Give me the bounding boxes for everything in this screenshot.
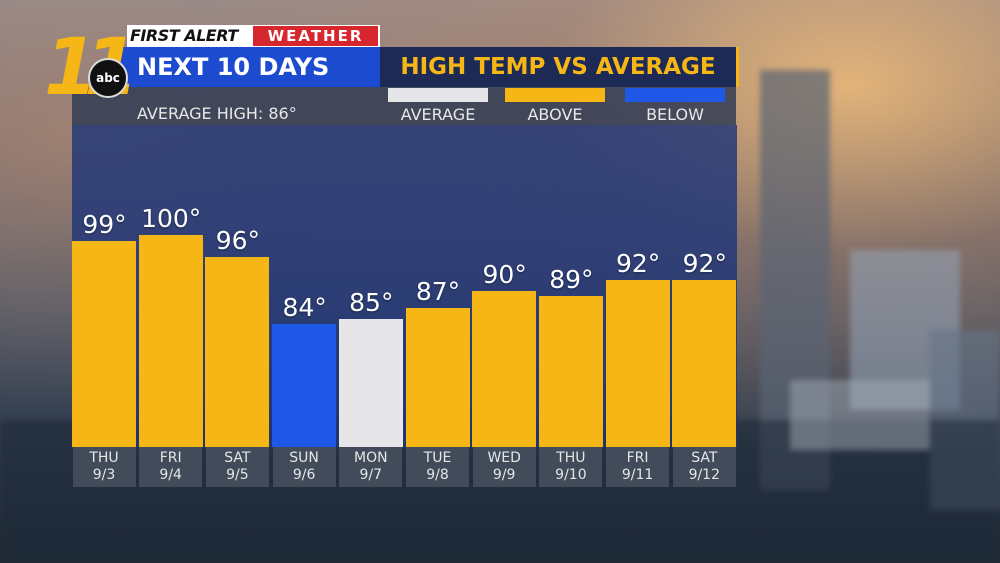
x-tick-date: 9/9 bbox=[492, 467, 516, 483]
legend-swatch-average bbox=[388, 88, 488, 102]
bar-value-label: 92° bbox=[682, 248, 727, 278]
background-building bbox=[790, 380, 930, 450]
bar-value-label: 100° bbox=[141, 204, 202, 233]
x-tick-label: WED 9/9 bbox=[472, 447, 536, 487]
x-tick-day: MON bbox=[354, 450, 388, 466]
x-tick-date: 9/12 bbox=[688, 467, 721, 483]
x-tick-day: THU bbox=[89, 450, 119, 466]
first-alert-logo: FIRST ALERT bbox=[130, 26, 238, 45]
x-tick-date: 9/3 bbox=[92, 467, 116, 483]
legend-swatch-above bbox=[505, 88, 605, 102]
weather-logo: WEATHER bbox=[253, 26, 378, 46]
legend-label-below: BELOW bbox=[646, 105, 704, 124]
x-tick-date: 9/6 bbox=[292, 467, 316, 483]
x-tick-day: SAT bbox=[224, 450, 251, 466]
x-tick-label: SAT 9/5 bbox=[205, 447, 269, 487]
bar-value-label: 89° bbox=[549, 265, 594, 295]
x-tick-date: 9/5 bbox=[226, 467, 249, 483]
bar-4 bbox=[272, 324, 337, 447]
x-tick-date: 9/7 bbox=[359, 467, 383, 483]
x-tick-day: WED bbox=[487, 450, 521, 466]
title-bar bbox=[120, 47, 380, 87]
legend-label-average: AVERAGE bbox=[400, 105, 476, 124]
average-high-label: AVERAGE HIGH: 86° bbox=[137, 104, 297, 123]
bar-value-label: 92° bbox=[615, 248, 661, 278]
bar-2 bbox=[138, 235, 203, 447]
x-tick-label: TUE 9/8 bbox=[406, 447, 469, 487]
bar-value-label: 85° bbox=[349, 287, 394, 317]
bar-value-label: 90° bbox=[482, 259, 527, 289]
bar-value-label: 84° bbox=[282, 293, 327, 323]
bar-1 bbox=[72, 240, 136, 447]
bar-5 bbox=[338, 318, 403, 447]
x-tick-day: SUN bbox=[289, 450, 319, 466]
legend-swatch-below bbox=[625, 88, 725, 102]
abc-logo: abc bbox=[88, 58, 128, 98]
bar-value-label: 99° bbox=[82, 209, 127, 239]
x-tick-label: THU 9/10 bbox=[539, 447, 603, 487]
x-tick-label: SAT 9/12 bbox=[672, 447, 736, 487]
x-tick-date: 9/11 bbox=[621, 467, 654, 483]
bar-3 bbox=[205, 257, 270, 447]
bar-value-label: 96° bbox=[215, 226, 261, 256]
x-tick-day: FRI bbox=[626, 450, 649, 466]
subtitle-bar bbox=[380, 47, 739, 87]
x-tick-day: TUE bbox=[423, 450, 452, 466]
bar-8 bbox=[538, 296, 603, 447]
x-tick-label: THU 9/3 bbox=[72, 447, 136, 487]
x-tick-label: SUN 9/6 bbox=[272, 447, 336, 487]
x-tick-label: FRI 9/11 bbox=[606, 447, 670, 487]
x-tick-day: THU bbox=[556, 450, 586, 466]
bar-value-label: 87° bbox=[415, 276, 461, 306]
x-tick-date: 9/4 bbox=[159, 467, 182, 483]
legend-label-above: ABOVE bbox=[527, 105, 583, 124]
bar-9 bbox=[605, 279, 670, 447]
x-tick-date: 9/8 bbox=[426, 467, 449, 483]
bar-7 bbox=[472, 290, 537, 447]
chart-subtitle: HIGH TEMP VS AVERAGE bbox=[400, 54, 716, 80]
x-tick-label: MON 9/7 bbox=[339, 447, 403, 487]
bar-6 bbox=[405, 307, 470, 447]
x-tick-day: SAT bbox=[691, 450, 718, 466]
x-tick-label: FRI 9/4 bbox=[139, 447, 203, 487]
bar-10 bbox=[672, 279, 737, 447]
page-title: NEXT 10 DAYS bbox=[137, 53, 330, 81]
x-tick-day: FRI bbox=[159, 450, 182, 466]
x-tick-date: 9/10 bbox=[555, 467, 587, 483]
